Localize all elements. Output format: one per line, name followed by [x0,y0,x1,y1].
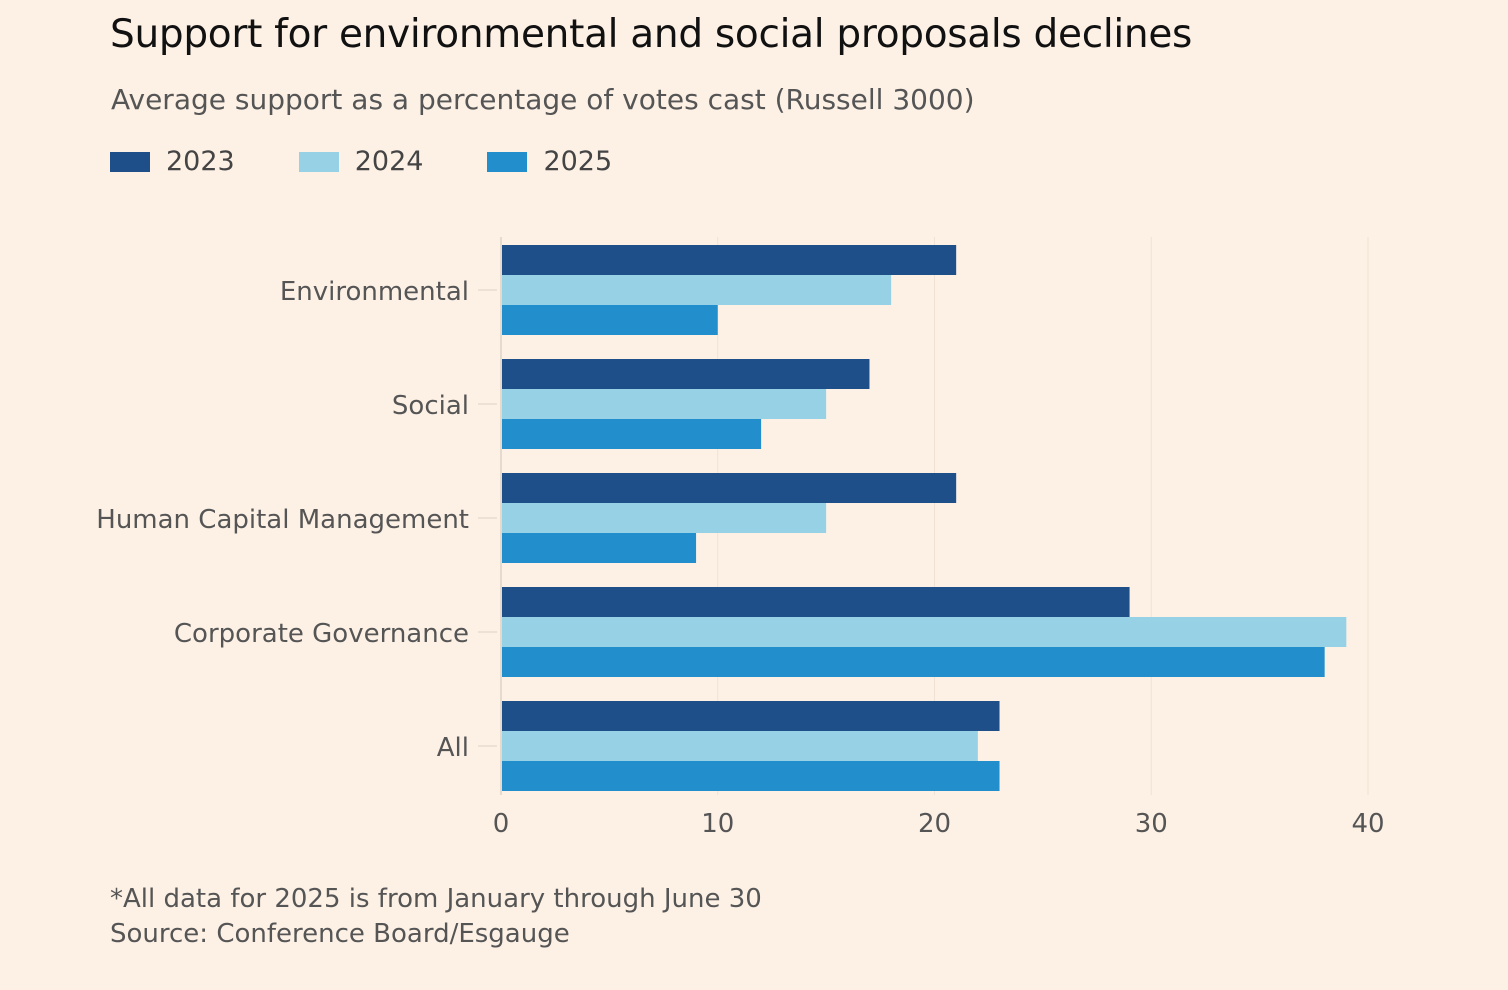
category-label: Corporate Governance [174,619,469,649]
category-label: All [437,733,469,763]
category-label: Social [392,391,469,421]
bar-2024 [502,731,978,761]
bar-2025 [502,761,1000,791]
legend-label: 2024 [354,146,424,177]
legend-item-2025: 2025 [487,146,612,177]
bar-2023 [502,587,1130,617]
legend-item-2023: 2023 [110,146,235,177]
x-tick-label: 40 [1351,809,1384,839]
legend: 2023 2024 2025 [110,146,676,177]
chart-subtitle: Average support as a percentage of votes… [111,83,975,116]
bar-2024 [502,275,892,305]
legend-label: 2023 [166,146,235,177]
x-tick-label: 0 [493,809,510,839]
x-tick-label: 10 [701,809,734,839]
source: Source: Conference Board/Esgauge [110,919,570,949]
chart-title: Support for environmental and social pro… [110,12,1193,57]
bar-2023 [502,245,957,275]
bar-2025 [502,647,1325,677]
bar-2024 [502,503,827,533]
x-tick-label: 30 [1135,809,1168,839]
category-label: Human Capital Management [96,505,469,535]
bar-2025 [502,419,762,449]
legend-item-2024: 2024 [298,146,424,177]
legend-swatch [298,151,339,172]
bar-2025 [502,305,718,335]
category-label: Environmental [280,277,469,307]
legend-swatch [110,151,150,172]
bar-2025 [502,533,697,563]
bar-2023 [502,473,957,503]
x-tick-label: 20 [918,809,951,839]
legend-label: 2025 [543,146,613,177]
bar-2024 [502,389,827,419]
legend-swatch [487,151,528,172]
footnote: *All data for 2025 is from January throu… [110,884,762,914]
bar-2024 [502,617,1347,647]
bar-2023 [502,701,1000,731]
bar-2023 [502,359,870,389]
